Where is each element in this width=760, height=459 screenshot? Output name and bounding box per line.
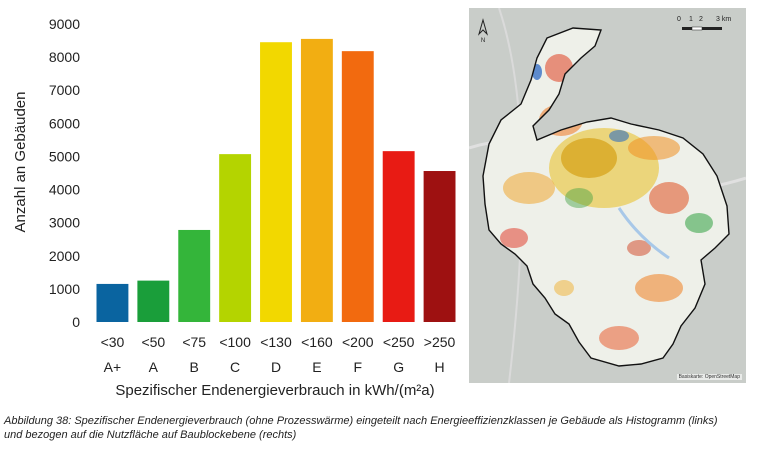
north-label: N (481, 38, 485, 44)
bars (96, 38, 456, 323)
bar-b (178, 229, 211, 322)
y-tick-label: 5000 (49, 148, 80, 164)
scale-label-0: 0 (677, 16, 681, 23)
map-graphic: N (469, 8, 746, 383)
x-tick-label: <100 (219, 334, 251, 350)
scale-label-3: 3 km (716, 16, 732, 23)
north-arrow-icon: N (477, 18, 489, 44)
scale-bar (682, 26, 722, 31)
y-tick-label: 1000 (49, 281, 80, 297)
energy-blocks (500, 54, 713, 350)
bar-h (423, 171, 456, 322)
efficiency-class-label: D (271, 359, 281, 375)
x-tick-label: <250 (383, 334, 415, 350)
y-axis-ticks: 0 1000 2000 3000 4000 5000 6000 7000 8000 9000 (49, 16, 80, 330)
efficiency-class-label: H (434, 359, 444, 375)
x-tick-label: <160 (301, 334, 333, 350)
y-tick-label: 0 (72, 314, 80, 330)
caption-line-2: und bezogen auf die Nutzfläche auf Baubl… (4, 429, 297, 441)
efficiency-class-label: C (230, 359, 240, 375)
caption-line-1: Abbildung 38: Spezifischer Endenergiever… (4, 415, 718, 427)
y-axis-title: Anzahl an Gebäuden (12, 92, 29, 233)
energy-histogram: 0 1000 2000 3000 4000 5000 6000 7000 8000 9000 <3… (12, 16, 456, 399)
y-tick-label: 3000 (49, 215, 80, 231)
scale-label-1: 1 (689, 16, 693, 23)
figure-caption: Abbildung 38: Spezifischer Endenergiever… (4, 414, 756, 442)
efficiency-class-label: B (190, 359, 199, 375)
x-tick-label: <50 (141, 334, 165, 350)
efficiency-class-label: A (149, 359, 159, 375)
efficiency-class-label: A+ (104, 359, 122, 375)
x-axis-title: Spezifischer Endenergieverbrauch in kWh/… (115, 382, 434, 399)
bar-c (219, 154, 252, 322)
bar-d (260, 42, 292, 322)
x-tick-label: >250 (424, 334, 456, 350)
bar-g (382, 151, 415, 322)
y-tick-label: 2000 (49, 248, 80, 264)
scale-label-2: 2 (699, 16, 703, 23)
x-tick-label: <75 (182, 334, 206, 350)
y-tick-label: 8000 (49, 49, 80, 65)
bar-e (300, 38, 333, 323)
bar-a (137, 280, 170, 322)
x-tick-label: <130 (260, 334, 292, 350)
y-tick-label: 4000 (49, 182, 80, 198)
efficiency-class-label: G (393, 359, 404, 375)
x-tick-label: <30 (101, 334, 125, 350)
y-tick-label: 6000 (49, 115, 80, 131)
x-tick-label: <200 (342, 334, 374, 350)
efficiency-class-label: F (353, 359, 362, 375)
bar-a-plus (96, 283, 129, 322)
x-axis-labels: <30 A+ <50 A <75 B <100 C <130 D <160 E <200 F <250 G >2… (101, 334, 456, 375)
efficiency-class-label: E (312, 359, 321, 375)
basemap-credit: Basiskarte: OpenStreetMap (676, 374, 742, 380)
bar-f (341, 51, 374, 322)
map-panel: N 0 1 2 3 km Basiskarte: OpenStreetMap (469, 8, 746, 383)
y-tick-label: 9000 (49, 16, 80, 32)
y-tick-label: 7000 (49, 82, 80, 98)
